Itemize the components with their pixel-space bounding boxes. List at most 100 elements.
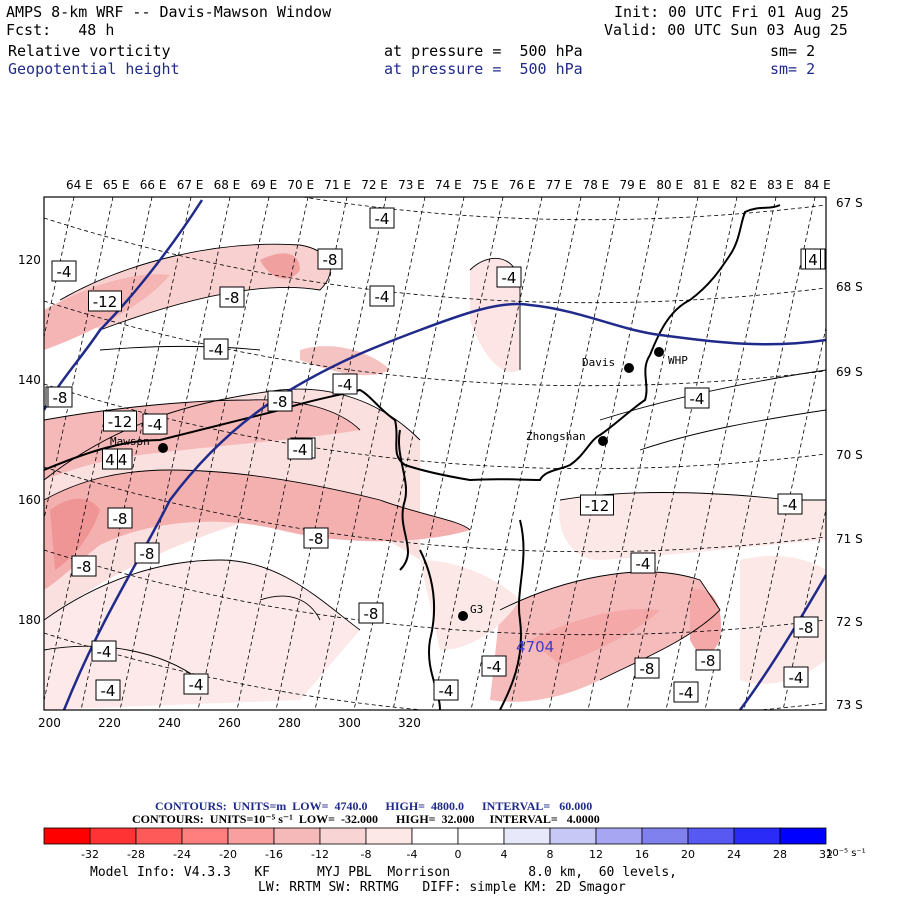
lon-label: 84 E [804, 178, 831, 192]
lat-label: 71 S [836, 532, 863, 546]
colorbar-tick-label: 8 [547, 848, 554, 861]
lon-label: 81 E [693, 178, 720, 192]
lat-label: 73 S [836, 698, 863, 712]
lon-label: 65 E [103, 178, 130, 192]
model-info-line2: LW: RRTM SW: RRTMG DIFF: simple KM: 2D S… [258, 880, 626, 895]
lon-label: 78 E [583, 178, 610, 192]
station-label-davis: Davis [582, 356, 615, 369]
vorticity-label-box [332, 373, 358, 395]
colorbar-swatch [411, 827, 459, 845]
station-dot-zhongshan [598, 436, 608, 446]
vorticity-label: -4 [375, 288, 390, 306]
x-grid-labels: 200 220 240 260 280 300 320 [38, 716, 421, 730]
lat-label: 72 S [836, 615, 863, 629]
colorbar-swatch [503, 827, 551, 845]
y-tick-label: 140 [18, 373, 41, 387]
colorbar-swatch [733, 827, 781, 845]
vorticity-label: -4 [375, 210, 390, 228]
colorbar-tick-label: -16 [265, 848, 283, 861]
x-tick-label: 320 [398, 716, 421, 730]
vorticity-label: -8 [53, 389, 68, 407]
field2-level: at pressure = 500 hPa [384, 60, 583, 78]
vorticity-label: -12 [585, 497, 610, 515]
colorbar-swatch [135, 827, 183, 845]
lon-label: 77 E [546, 178, 573, 192]
colorbar-tick-label: 28 [773, 848, 787, 861]
vorticity-label: -4 [97, 643, 112, 661]
colorbar-unit: 10⁻⁵ s⁻¹ [826, 848, 866, 859]
x-tick-label: 200 [38, 716, 61, 730]
vorticity-label-box [369, 207, 395, 229]
vorticity-label: 4 [105, 451, 115, 469]
vorticity-label: -4 [209, 341, 224, 359]
vorticity-label: -4 [338, 376, 353, 394]
lat-label: 69 S [836, 365, 863, 379]
vorticity-label-box [783, 666, 809, 688]
station-dot-mawson [158, 443, 168, 453]
vorticity-label-box [303, 527, 329, 549]
colorbar-swatch [687, 827, 735, 845]
forecast-hour: Fcst: 48 h [6, 21, 115, 39]
colorbar-swatch [273, 827, 321, 845]
field2-sm: sm= 2 [770, 60, 816, 78]
colorbar-swatch [549, 827, 597, 845]
lon-label: 80 E [656, 178, 683, 192]
lon-label: 83 E [767, 178, 794, 192]
colorbar-tick-label: -28 [127, 848, 145, 861]
station-dot-davis [624, 363, 634, 373]
geopotential-contours [44, 199, 826, 710]
colorbar-swatch [641, 827, 689, 845]
lat-label: 70 S [836, 448, 863, 462]
vorticity-label-box [630, 552, 656, 574]
vorticity-label-box [369, 285, 395, 307]
vorticity-label-box [433, 679, 459, 701]
chart-title: AMPS 8-km WRF -- Davis-Mawson Window [6, 3, 332, 21]
vorticity-label: -8 [701, 652, 716, 670]
vorticity-label: -4 [293, 441, 308, 459]
vorticity-label: -8 [640, 660, 655, 678]
colorbar-tick-label: 20 [681, 848, 695, 861]
vorticity-label: -8 [799, 619, 814, 637]
plot-frame [43, 196, 827, 711]
y-tick-label: 180 [18, 613, 41, 627]
colorbar-swatch [43, 827, 91, 845]
lat-label: 67 S [836, 196, 863, 210]
field2-name: Geopotential height [8, 60, 180, 78]
lat-label: 68 S [836, 280, 863, 294]
colorbar-tick-label: 24 [727, 848, 741, 861]
vorticity-label: -4 [789, 669, 804, 687]
vorticity-label-box [695, 649, 721, 671]
longitude-labels: 64 E 65 E 66 E 67 E 68 E 69 E 70 E 71 E 72 E 73 E… [66, 178, 831, 192]
x-tick-label: 240 [158, 716, 181, 730]
lon-label: 72 E [361, 178, 388, 192]
station-label-zhongshan: Zhongshan [526, 430, 586, 443]
colorbar-tick-label: -8 [361, 848, 372, 861]
station-label-whp: WHP [668, 354, 688, 367]
vorticity-label-box [267, 390, 293, 412]
station-dot-whp [654, 347, 664, 357]
vorticity-label-box [793, 616, 819, 638]
vorticity-label: -8 [273, 393, 288, 411]
vorticity-label-box [47, 386, 73, 408]
vorticity-label: -4 [783, 496, 798, 514]
colorbar-tick-label: 12 [589, 848, 603, 861]
colorbar: -32 -28 -24 -20 -16 -12 -8 -4 0 4 8 12 16 20 24 28 3210⁻… [43, 827, 866, 861]
vorticity-label: -8 [140, 545, 155, 563]
lon-label: 70 E [287, 178, 314, 192]
vorticity-label-box [203, 338, 229, 360]
vorticity-label-box [805, 248, 821, 270]
vorticity-label: -4 [101, 682, 116, 700]
vorticity-label: -8 [77, 558, 92, 576]
vorticity-label-box [777, 493, 803, 515]
x-tick-label: 300 [338, 716, 361, 730]
vorticity-label-box [71, 555, 97, 577]
colorbar-swatch [779, 827, 827, 845]
vorticity-label-box [358, 602, 384, 624]
colorbar-swatch [365, 827, 413, 845]
station-markers [158, 347, 664, 621]
lon-label: 73 E [398, 178, 425, 192]
lon-label: 79 E [620, 178, 647, 192]
vorticity-label-box [580, 494, 614, 516]
vorticity-label-box [134, 542, 160, 564]
